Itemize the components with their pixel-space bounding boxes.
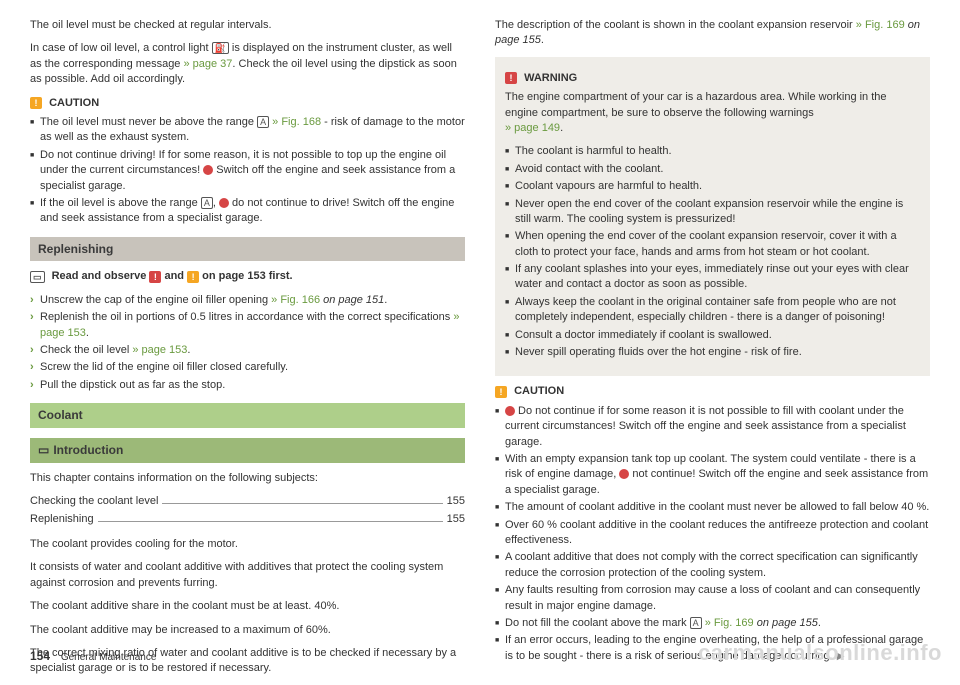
- range-a-box: A: [257, 116, 269, 128]
- warning-item: Consult a doctor immediately if coolant …: [505, 328, 920, 343]
- body-text: The coolant provides cooling for the mot…: [30, 537, 465, 552]
- stop-icon: [505, 406, 515, 416]
- caution-item: Do not continue if for some reason it is…: [495, 404, 930, 450]
- toc-label: Checking the coolant level: [30, 494, 158, 509]
- caution-item: A coolant additive that does not comply …: [495, 550, 930, 581]
- stop-icon: [203, 165, 213, 175]
- warning-intro: The engine compartment of your car is a …: [505, 90, 920, 136]
- warning-item: Never spill operating fluids over the ho…: [505, 345, 920, 360]
- toc-leader: [162, 503, 442, 504]
- body-text: The description of the coolant is shown …: [495, 18, 930, 49]
- body-text: The coolant additive may be increased to…: [30, 623, 465, 638]
- caution-heading: ! CAUTION: [30, 96, 465, 111]
- warning-item: If any coolant splashes into your eyes, …: [505, 262, 920, 293]
- page-ref-link[interactable]: » page 153: [132, 344, 187, 356]
- stop-icon: [219, 198, 229, 208]
- toc-leader: [98, 521, 443, 522]
- warning-item: Never open the end cover of the coolant …: [505, 197, 920, 228]
- caution-icon: !: [187, 271, 199, 283]
- warning-box: ! WARNING The engine compartment of your…: [495, 57, 930, 377]
- read-observe-note: ▭ Read and observe ! and ! on page 153 f…: [30, 269, 465, 284]
- stop-icon: [619, 469, 629, 479]
- toc-label: Replenishing: [30, 512, 94, 527]
- caution-item: Over 60 % coolant additive in the coolan…: [495, 518, 930, 549]
- fig-ref-link[interactable]: » Fig. 169: [702, 617, 754, 629]
- step-item: Pull the dipstick out as far as the stop…: [30, 378, 465, 393]
- body-text: The oil level must be checked at regular…: [30, 18, 465, 33]
- caution-list: Do not continue if for some reason it is…: [495, 404, 930, 664]
- toc-row[interactable]: Replenishing 155: [30, 512, 465, 527]
- warning-list: The coolant is harmful to health. Avoid …: [505, 144, 920, 360]
- section-heading-replenishing: Replenishing: [30, 237, 465, 262]
- fig-ref-link[interactable]: » Fig. 169: [856, 19, 905, 31]
- watermark: carmanualsonline.info: [698, 638, 942, 669]
- section-title: General Maintenance: [61, 652, 157, 663]
- caution-item: The amount of coolant additive in the co…: [495, 500, 930, 515]
- caution-item: Do not fill the coolant above the mark A…: [495, 616, 930, 631]
- caution-item: If the oil level is above the range A, d…: [30, 196, 465, 227]
- warning-heading: ! WARNING: [505, 71, 920, 86]
- right-column: The description of the coolant is shown …: [495, 18, 930, 685]
- toc: Checking the coolant level 155 Replenish…: [30, 494, 465, 527]
- oil-can-icon: ⛽: [212, 42, 229, 54]
- step-item: Check the oil level » page 153.: [30, 343, 465, 358]
- warning-item: The coolant is harmful to health.: [505, 144, 920, 159]
- body-text: In case of low oil level, a control ligh…: [30, 41, 465, 87]
- page-ref-link[interactable]: » page 37: [183, 58, 232, 70]
- subsection-heading-introduction: ▭Introduction: [30, 438, 465, 463]
- caution-item: The oil level must never be above the ra…: [30, 115, 465, 146]
- body-text: It consists of water and coolant additiv…: [30, 560, 465, 591]
- fig-ref-link[interactable]: » Fig. 168: [269, 116, 321, 128]
- caution-item: Any faults resulting from corrosion may …: [495, 583, 930, 614]
- toc-page: 155: [447, 512, 465, 527]
- two-column-layout: The oil level must be checked at regular…: [30, 18, 930, 685]
- warning-item: Avoid contact with the coolant.: [505, 162, 920, 177]
- caution-item: Do not continue driving! If for some rea…: [30, 148, 465, 194]
- warning-item: Coolant vapours are harmful to health.: [505, 179, 920, 194]
- range-a-box: A: [690, 617, 702, 629]
- section-heading-coolant: Coolant: [30, 403, 465, 428]
- left-column: The oil level must be checked at regular…: [30, 18, 465, 685]
- warning-icon: !: [505, 72, 517, 84]
- step-item: Replenish the oil in portions of 0.5 lit…: [30, 310, 465, 341]
- warning-item: Always keep the coolant in the original …: [505, 295, 920, 326]
- body-text: This chapter contains information on the…: [30, 471, 465, 486]
- book-icon: ▭: [38, 443, 49, 457]
- caution-icon: !: [30, 97, 42, 109]
- warning-item: When opening the end cover of the coolan…: [505, 229, 920, 260]
- caution-list: The oil level must never be above the ra…: [30, 115, 465, 227]
- toc-row[interactable]: Checking the coolant level 155: [30, 494, 465, 509]
- step-item: Unscrew the cap of the engine oil filler…: [30, 293, 465, 308]
- caution-icon: !: [495, 386, 507, 398]
- page-ref-link[interactable]: » page 149: [505, 122, 560, 134]
- page-footer: 154 General Maintenance: [30, 648, 156, 665]
- caution-item: With an empty expansion tank top up cool…: [495, 452, 930, 498]
- range-a-box: A: [201, 197, 213, 209]
- step-item: Screw the lid of the engine oil filler c…: [30, 360, 465, 375]
- page-number: 154: [30, 649, 50, 663]
- body-text: The coolant additive share in the coolan…: [30, 599, 465, 614]
- warning-icon: !: [149, 271, 161, 283]
- fig-ref-link[interactable]: » Fig. 166: [271, 294, 320, 306]
- book-icon: ▭: [30, 271, 45, 283]
- caution-heading: ! CAUTION: [495, 384, 930, 399]
- toc-page: 155: [447, 494, 465, 509]
- steps-list: Unscrew the cap of the engine oil filler…: [30, 293, 465, 393]
